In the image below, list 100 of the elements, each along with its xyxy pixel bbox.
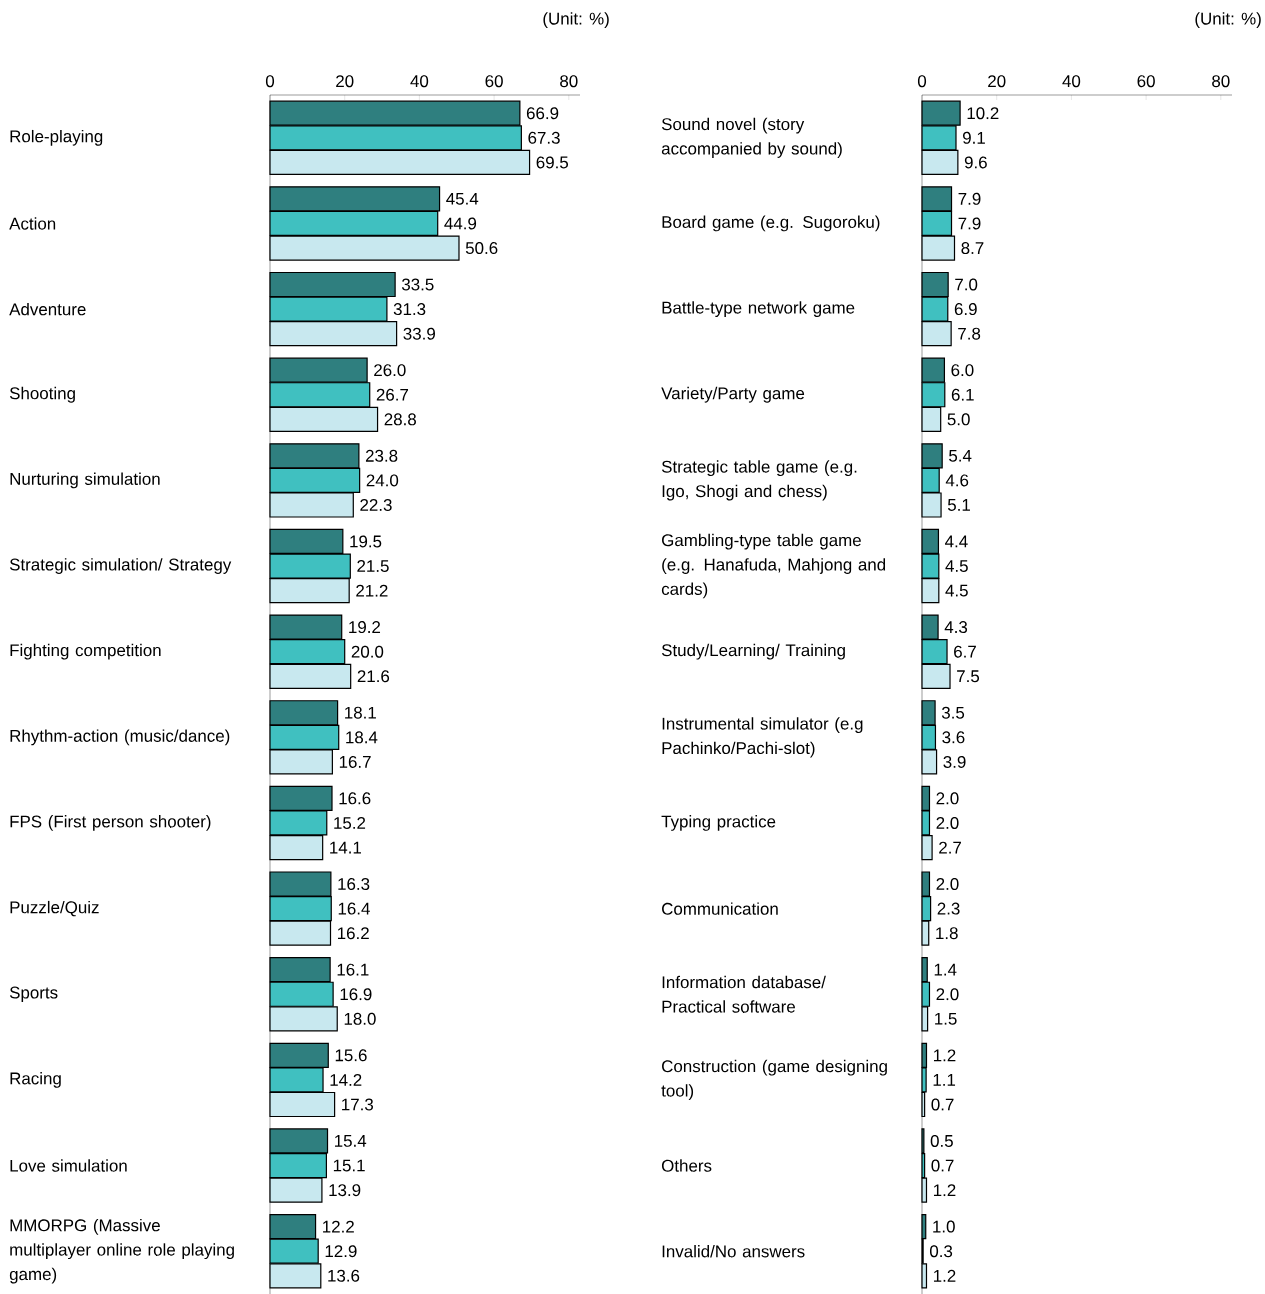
data-label: 50.6 bbox=[465, 242, 498, 255]
data-label: 9.1 bbox=[962, 131, 985, 144]
data-label: 2.7 bbox=[939, 841, 961, 854]
data-label: 26.7 bbox=[376, 388, 409, 401]
y-tick-label: Fighting competition bbox=[10, 643, 161, 660]
data-label: 15.6 bbox=[335, 1049, 367, 1062]
data-label: 1.5 bbox=[935, 1012, 957, 1025]
data-label: 69.5 bbox=[536, 156, 569, 169]
y-tick-label: Construction (game designing tool) bbox=[661, 1059, 887, 1100]
data-label: 44.9 bbox=[444, 217, 477, 230]
x-tick-label: 20 bbox=[988, 75, 1006, 88]
data-label: 13.9 bbox=[329, 1184, 361, 1197]
data-label: 33.9 bbox=[403, 327, 435, 340]
data-label: 19.5 bbox=[350, 535, 382, 548]
y-tick-label: Shooting bbox=[9, 386, 75, 403]
data-label: 0.3 bbox=[929, 1245, 953, 1258]
y-tick-label: Racing bbox=[10, 1072, 61, 1088]
data-label: 16.7 bbox=[339, 755, 371, 768]
data-label: 3.6 bbox=[942, 731, 965, 744]
y-tick-label: Strategic table game (e.g. Igo, Shogi and chess) bbox=[661, 460, 857, 501]
x-tick-label: 0 bbox=[917, 75, 927, 88]
y-tick-label: Nurturing simulation bbox=[10, 472, 160, 489]
data-label: 21.2 bbox=[356, 584, 388, 597]
x-tick-label: 40 bbox=[410, 75, 429, 88]
data-label: 1.4 bbox=[934, 963, 957, 976]
y-tick-label: Board game (e.g. Sugoroku) bbox=[662, 215, 880, 232]
data-label: 9.6 bbox=[964, 156, 987, 169]
y-tick-label: MMORPG (Massive multiplayer online role playing game) bbox=[9, 1218, 234, 1284]
data-label: 4.5 bbox=[945, 560, 968, 572]
data-label: 21.5 bbox=[357, 560, 389, 573]
data-label: 7.0 bbox=[955, 278, 978, 291]
y-tick-label: FPS (First person shooter) bbox=[10, 815, 211, 831]
data-label: 2.0 bbox=[936, 816, 959, 829]
x-tick-label: 20 bbox=[336, 75, 354, 88]
data-label: 1.2 bbox=[933, 1269, 956, 1282]
text: (Unit: %) bbox=[543, 12, 609, 28]
data-label: 66.9 bbox=[526, 107, 559, 120]
data-label: 1.2 bbox=[933, 1049, 956, 1062]
y-tick-label: Rhythm-action (music/dance) bbox=[10, 729, 230, 746]
data-label: 16.6 bbox=[339, 792, 371, 805]
data-label: 18.4 bbox=[346, 731, 378, 744]
y-tick-label: Others bbox=[661, 1159, 712, 1172]
data-label: 4.4 bbox=[945, 535, 968, 548]
data-label: 16.1 bbox=[337, 963, 369, 976]
data-label: 1.2 bbox=[933, 1184, 956, 1197]
y-tick-label: Puzzle/Quiz bbox=[10, 900, 99, 917]
data-label: 16.9 bbox=[340, 988, 372, 1001]
y-tick-label: Instrumental simulator (e.g Pachinko/Pachi-slot) bbox=[662, 717, 863, 758]
data-label: 2.0 bbox=[936, 988, 959, 1001]
data-label: 16.3 bbox=[338, 878, 370, 891]
x-tick-label: 80 bbox=[1212, 75, 1230, 88]
y-tick-label: Love simulation bbox=[10, 1159, 127, 1172]
data-label: 1.8 bbox=[936, 927, 958, 940]
data-label: 6.7 bbox=[954, 645, 976, 658]
data-label: 22.3 bbox=[360, 499, 392, 511]
y-tick-label: Action bbox=[9, 217, 56, 230]
data-label: 4.6 bbox=[945, 474, 969, 487]
data-label: 0.5 bbox=[930, 1134, 953, 1147]
y-tick-label: Study/Learning/ Training bbox=[661, 643, 845, 660]
data-label: 2.3 bbox=[937, 902, 960, 915]
data-label: 18.0 bbox=[344, 1012, 376, 1025]
data-label: 7.9 bbox=[958, 192, 981, 205]
data-label: 2.0 bbox=[936, 878, 959, 891]
data-label: 19.2 bbox=[349, 621, 381, 634]
x-tick-label: 0 bbox=[265, 75, 275, 88]
data-label: 3.9 bbox=[943, 755, 966, 768]
data-label: 7.8 bbox=[958, 327, 981, 340]
y-tick-label: Variety/Party game bbox=[661, 386, 805, 403]
data-label: 18.1 bbox=[345, 706, 376, 719]
data-label: 13.6 bbox=[328, 1269, 360, 1282]
y-tick-label: Battle-type network game bbox=[662, 301, 855, 317]
data-label: 12.2 bbox=[323, 1220, 354, 1233]
data-label: 45.4 bbox=[446, 192, 479, 205]
data-label: 6.9 bbox=[954, 303, 977, 316]
data-label: 3.5 bbox=[941, 706, 965, 719]
data-label: 28.8 bbox=[384, 413, 416, 426]
data-label: 10.2 bbox=[967, 107, 999, 120]
data-label: 67.3 bbox=[528, 131, 560, 144]
data-label: 21.6 bbox=[357, 670, 390, 683]
data-label: 1.0 bbox=[933, 1220, 955, 1233]
y-tick-label: Sound novel (story accompanied by sound) bbox=[661, 117, 842, 158]
data-label: 17.3 bbox=[342, 1098, 374, 1111]
text: (Unit: %) bbox=[1195, 12, 1261, 28]
data-label: 15.2 bbox=[334, 816, 366, 829]
y-tick-label: Adventure bbox=[9, 302, 86, 316]
data-label: 12.9 bbox=[325, 1245, 357, 1258]
y-tick-label: Communication bbox=[662, 902, 778, 915]
data-label: 0.7 bbox=[931, 1098, 954, 1111]
data-label: 5.4 bbox=[949, 449, 972, 462]
y-tick-label: Invalid/No answers bbox=[662, 1244, 805, 1258]
data-label: 0.7 bbox=[931, 1159, 954, 1172]
data-label: 5.1 bbox=[947, 499, 970, 511]
data-label: 26.0 bbox=[374, 364, 406, 377]
data-label: 16.2 bbox=[338, 927, 369, 940]
data-label: 16.4 bbox=[338, 902, 370, 915]
data-label: 33.5 bbox=[401, 278, 434, 291]
y-tick-label: Sports bbox=[9, 986, 58, 1002]
data-label: 1.1 bbox=[933, 1074, 956, 1086]
x-tick-label: 60 bbox=[485, 75, 503, 88]
data-label: 7.5 bbox=[957, 670, 980, 683]
